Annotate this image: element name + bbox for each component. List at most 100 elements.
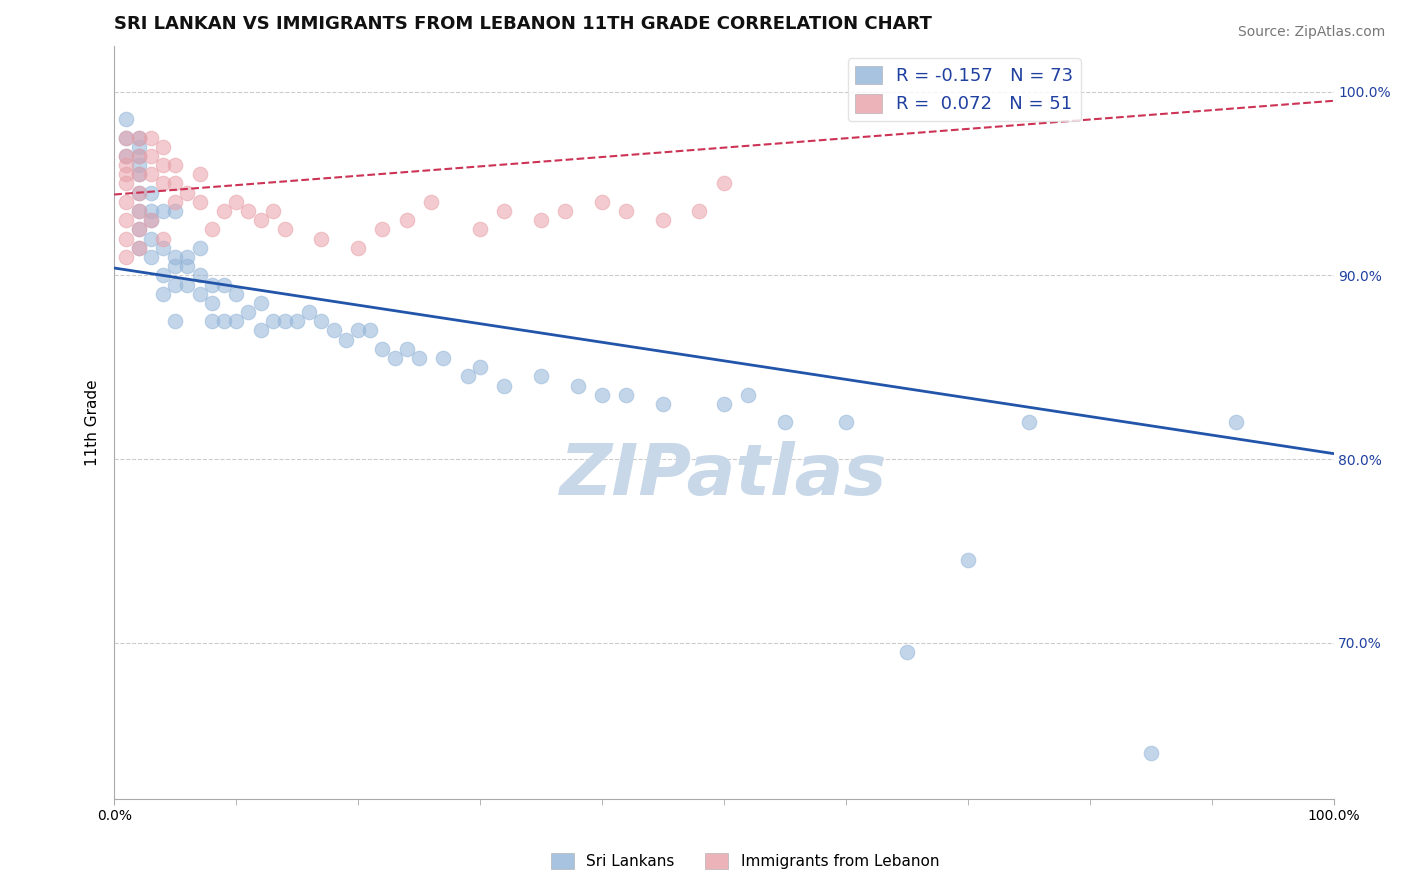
Point	[128, 186, 150, 200]
Point	[835, 416, 858, 430]
Point	[311, 231, 333, 245]
Point	[128, 204, 150, 219]
Point	[115, 130, 138, 145]
Point	[614, 204, 637, 219]
Point	[152, 158, 174, 172]
Point	[311, 314, 333, 328]
Legend: Sri Lankans, Immigrants from Lebanon: Sri Lankans, Immigrants from Lebanon	[546, 847, 945, 875]
Point	[335, 333, 357, 347]
Point	[128, 222, 150, 236]
Point	[274, 314, 297, 328]
Point	[591, 194, 613, 209]
Point	[956, 553, 979, 567]
Point	[737, 388, 759, 402]
Point	[212, 314, 235, 328]
Point	[457, 369, 479, 384]
Point	[468, 222, 491, 236]
Point	[115, 130, 138, 145]
Point	[614, 388, 637, 402]
Point	[359, 324, 381, 338]
Point	[128, 167, 150, 181]
Point	[165, 259, 187, 273]
Point	[139, 167, 162, 181]
Point	[530, 213, 553, 227]
Point	[128, 186, 150, 200]
Point	[249, 296, 271, 310]
Point	[128, 222, 150, 236]
Point	[188, 167, 211, 181]
Point	[262, 204, 284, 219]
Point	[165, 277, 187, 292]
Point	[152, 268, 174, 283]
Point	[238, 204, 260, 219]
Point	[395, 342, 418, 356]
Point	[494, 204, 516, 219]
Point	[274, 222, 297, 236]
Point	[128, 167, 150, 181]
Point	[128, 139, 150, 153]
Point	[152, 231, 174, 245]
Point	[139, 231, 162, 245]
Point	[591, 388, 613, 402]
Point	[128, 130, 150, 145]
Point	[165, 250, 187, 264]
Point	[1018, 416, 1040, 430]
Point	[713, 397, 735, 411]
Point	[152, 204, 174, 219]
Point	[152, 241, 174, 255]
Point	[152, 139, 174, 153]
Point	[188, 286, 211, 301]
Point	[249, 324, 271, 338]
Point	[152, 286, 174, 301]
Point	[225, 314, 247, 328]
Text: Source: ZipAtlas.com: Source: ZipAtlas.com	[1237, 25, 1385, 39]
Point	[128, 241, 150, 255]
Point	[176, 186, 198, 200]
Point	[347, 241, 370, 255]
Point	[201, 222, 224, 236]
Point	[201, 314, 224, 328]
Point	[139, 130, 162, 145]
Point	[176, 277, 198, 292]
Point	[115, 149, 138, 163]
Y-axis label: 11th Grade: 11th Grade	[86, 379, 100, 466]
Point	[468, 360, 491, 375]
Point	[128, 149, 150, 163]
Point	[165, 158, 187, 172]
Point	[188, 241, 211, 255]
Point	[262, 314, 284, 328]
Point	[494, 378, 516, 392]
Point	[225, 286, 247, 301]
Point	[128, 241, 150, 255]
Point	[115, 158, 138, 172]
Point	[530, 369, 553, 384]
Text: ZIPatlas: ZIPatlas	[560, 441, 887, 509]
Point	[115, 167, 138, 181]
Point	[1139, 746, 1161, 760]
Point	[347, 324, 370, 338]
Point	[408, 351, 430, 365]
Point	[384, 351, 406, 365]
Point	[285, 314, 308, 328]
Point	[651, 213, 673, 227]
Point	[201, 296, 224, 310]
Point	[139, 149, 162, 163]
Point	[176, 259, 198, 273]
Point	[165, 177, 187, 191]
Point	[395, 213, 418, 227]
Point	[713, 177, 735, 191]
Point	[201, 277, 224, 292]
Point	[139, 250, 162, 264]
Point	[1225, 416, 1247, 430]
Point	[115, 250, 138, 264]
Point	[249, 213, 271, 227]
Point	[128, 204, 150, 219]
Point	[139, 186, 162, 200]
Point	[128, 130, 150, 145]
Point	[128, 149, 150, 163]
Point	[371, 222, 394, 236]
Point	[165, 204, 187, 219]
Point	[420, 194, 443, 209]
Legend: R = -0.157   N = 73, R =  0.072   N = 51: R = -0.157 N = 73, R = 0.072 N = 51	[848, 59, 1081, 120]
Point	[128, 158, 150, 172]
